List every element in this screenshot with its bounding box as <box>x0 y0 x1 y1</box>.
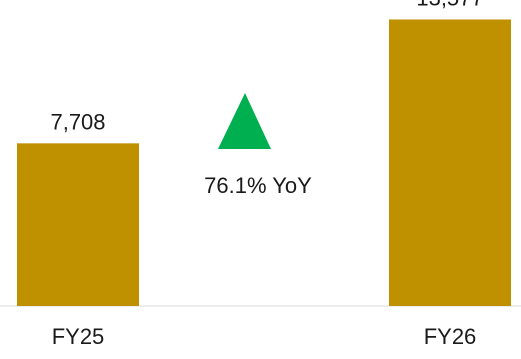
yoy-annotation: 76.1% YoY <box>204 93 312 198</box>
x-tick-label-fy26: FY26 <box>424 324 477 349</box>
yoy-annotation-text: 76.1% YoY <box>204 173 312 198</box>
labels-layer: 7,708 13,577 <box>50 0 483 134</box>
triangle-up-icon <box>218 93 271 149</box>
bar-fy26 <box>389 19 511 306</box>
bars-layer <box>17 19 511 306</box>
data-label-fy25: 7,708 <box>50 109 105 134</box>
x-tick-labels: FY25 FY26 <box>52 324 477 349</box>
x-tick-label-fy25: FY25 <box>52 324 105 349</box>
bar-fy25 <box>17 143 139 306</box>
data-label-fy26: 13,577 <box>416 0 483 10</box>
